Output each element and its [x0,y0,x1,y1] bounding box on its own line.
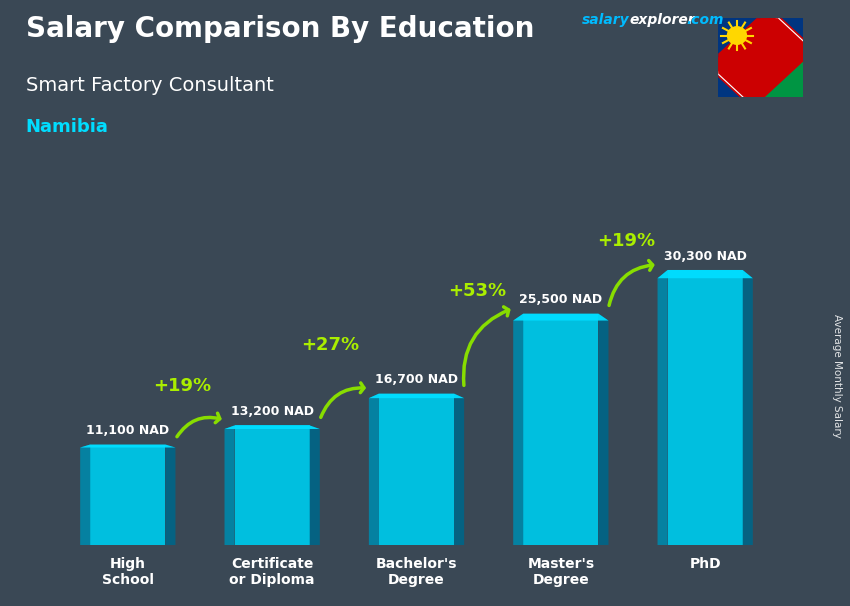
Text: 25,500 NAD: 25,500 NAD [519,293,603,307]
Text: Namibia: Namibia [26,118,109,136]
Polygon shape [166,445,175,545]
Text: Smart Factory Consultant: Smart Factory Consultant [26,76,274,95]
Bar [667,270,743,545]
Polygon shape [309,425,320,545]
Polygon shape [658,270,753,278]
Text: salary: salary [582,13,630,27]
Polygon shape [743,270,753,545]
Polygon shape [658,270,667,545]
Polygon shape [80,445,175,447]
Text: explorer: explorer [629,13,694,27]
Text: +19%: +19% [597,232,654,250]
Text: +19%: +19% [154,378,212,395]
Polygon shape [748,46,803,97]
Text: 30,300 NAD: 30,300 NAD [664,250,746,263]
Polygon shape [369,394,379,545]
Text: Average Monthly Salary: Average Monthly Salary [832,314,842,438]
Bar [379,394,454,545]
Bar [90,445,166,545]
Polygon shape [513,314,524,545]
Polygon shape [718,18,803,97]
Polygon shape [369,394,464,398]
Circle shape [727,26,747,45]
Polygon shape [454,394,464,545]
Polygon shape [718,18,803,97]
Text: 11,100 NAD: 11,100 NAD [86,424,169,438]
Polygon shape [224,425,320,429]
Text: 13,200 NAD: 13,200 NAD [230,405,314,418]
Polygon shape [718,18,803,97]
Text: Salary Comparison By Education: Salary Comparison By Education [26,15,534,43]
Bar [235,425,309,545]
Bar [524,314,598,545]
Text: 16,700 NAD: 16,700 NAD [375,373,458,387]
Text: +27%: +27% [301,336,359,355]
Polygon shape [224,425,235,545]
Text: .com: .com [687,13,724,27]
Polygon shape [718,18,803,97]
Polygon shape [513,314,609,321]
Text: +53%: +53% [448,282,507,300]
Polygon shape [598,314,609,545]
Polygon shape [80,445,90,545]
